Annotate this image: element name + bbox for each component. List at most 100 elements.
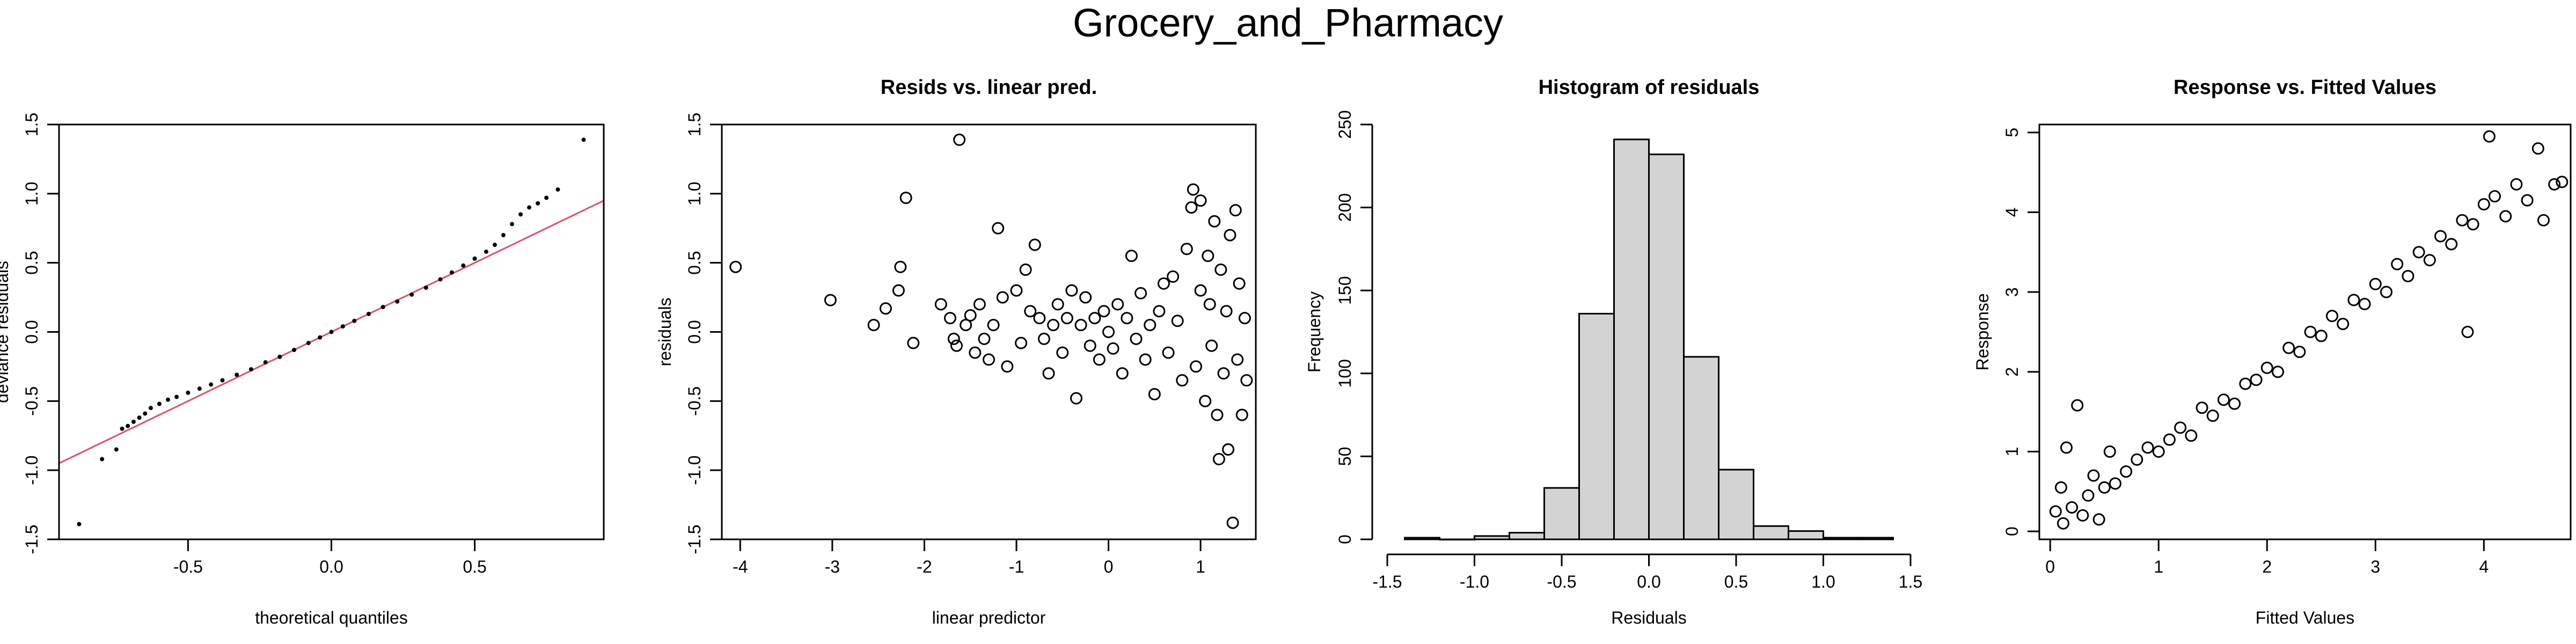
data-point: [1211, 408, 1224, 421]
data-point: [1111, 298, 1124, 311]
data-point: [166, 397, 170, 402]
y-tick-label: 1.5: [685, 113, 704, 136]
data-point: [409, 292, 414, 297]
data-point: [1235, 408, 1248, 421]
y-tick-label: -1.5: [22, 524, 41, 554]
data-point: [2337, 318, 2350, 331]
data-point: [1212, 453, 1225, 466]
data-point: [1189, 360, 1202, 373]
data-point: [581, 137, 586, 142]
data-point: [306, 341, 311, 346]
data-point: [2082, 489, 2095, 502]
data-point: [2260, 361, 2273, 374]
y-tick-label: 1.0: [685, 182, 704, 206]
data-point: [1033, 312, 1046, 325]
data-point: [987, 319, 1000, 332]
data-point: [1065, 284, 1078, 297]
data-point: [493, 243, 497, 247]
histogram-bar: [1788, 530, 1824, 540]
data-point: [1233, 277, 1246, 290]
data-point: [978, 332, 991, 345]
x-tick-label: 4: [2479, 557, 2489, 576]
data-point: [1084, 339, 1096, 352]
data-point: [157, 401, 162, 406]
data-point: [1231, 353, 1244, 366]
data-point: [1135, 287, 1147, 299]
data-point: [340, 324, 345, 329]
data-point: [544, 195, 549, 200]
y-tick-label: -1.5: [685, 524, 704, 554]
data-point: [2358, 297, 2371, 310]
data-point: [126, 423, 130, 428]
data-point: [2196, 401, 2208, 414]
x-axis-label: linear predictor: [932, 608, 1046, 627]
data-point: [1116, 367, 1129, 380]
data-point: [2109, 477, 2121, 490]
data-point: [1107, 342, 1119, 355]
data-point: [1240, 374, 1253, 387]
data-point: [2217, 393, 2230, 406]
data-point: [120, 426, 125, 431]
data-point: [2391, 258, 2404, 270]
data-point: [1056, 346, 1069, 359]
data-point: [2293, 346, 2306, 358]
x-tick-label: 0.5: [463, 557, 486, 576]
data-point: [2499, 210, 2512, 223]
data-point: [973, 298, 986, 311]
data-point: [824, 294, 837, 306]
data-point: [263, 360, 268, 365]
data-point: [947, 332, 960, 345]
data-point: [2537, 214, 2550, 226]
x-tick-label: 0.0: [1637, 572, 1660, 591]
x-tick-label: -2: [917, 557, 932, 576]
data-point: [527, 205, 532, 210]
x-tick-label: -3: [825, 557, 840, 576]
data-point: [1024, 305, 1037, 318]
data-point: [235, 372, 239, 377]
data-point: [1015, 336, 1028, 349]
data-point: [1125, 250, 1138, 262]
data-point: [892, 284, 905, 297]
x-tick-label: 0: [1104, 557, 1114, 576]
data-point: [2548, 178, 2561, 191]
histogram-bar: [1857, 537, 1894, 540]
data-point: [2054, 481, 2067, 494]
y-tick-label: 0.0: [22, 320, 41, 343]
y-tick-label: -0.5: [685, 386, 704, 416]
data-point: [1010, 284, 1023, 297]
y-tick-label: 0.5: [22, 251, 41, 274]
y-tick-label: -0.5: [22, 386, 41, 416]
histogram-bar: [1509, 532, 1545, 540]
data-point: [907, 336, 920, 349]
data-point: [292, 347, 297, 352]
data-point: [729, 260, 742, 273]
data-point: [2185, 429, 2198, 442]
data-point: [2369, 277, 2382, 290]
data-point: [2163, 433, 2176, 446]
data-point: [992, 222, 1005, 235]
data-point: [1102, 326, 1115, 338]
x-tick-label: -1.0: [1460, 572, 1489, 591]
data-point: [2271, 365, 2284, 378]
data-point: [1074, 319, 1087, 332]
data-point: [248, 367, 253, 372]
data-point: [2483, 130, 2496, 143]
data-point: [2412, 246, 2425, 259]
data-point: [2467, 218, 2479, 231]
data-point: [449, 270, 454, 275]
data-point: [1185, 201, 1198, 214]
data-point: [2531, 142, 2544, 155]
data-point: [2098, 481, 2111, 494]
data-point: [1202, 250, 1214, 262]
data-point: [114, 447, 119, 452]
data-point: [2206, 409, 2219, 422]
histogram-bar: [1543, 487, 1580, 540]
data-point: [1051, 298, 1064, 311]
data-point: [1226, 516, 1239, 529]
data-point: [1224, 229, 1236, 241]
x-tick-label: -0.5: [1547, 572, 1576, 591]
data-point: [100, 457, 105, 462]
y-tick-label: -1.0: [22, 456, 41, 485]
data-point: [1070, 392, 1082, 405]
